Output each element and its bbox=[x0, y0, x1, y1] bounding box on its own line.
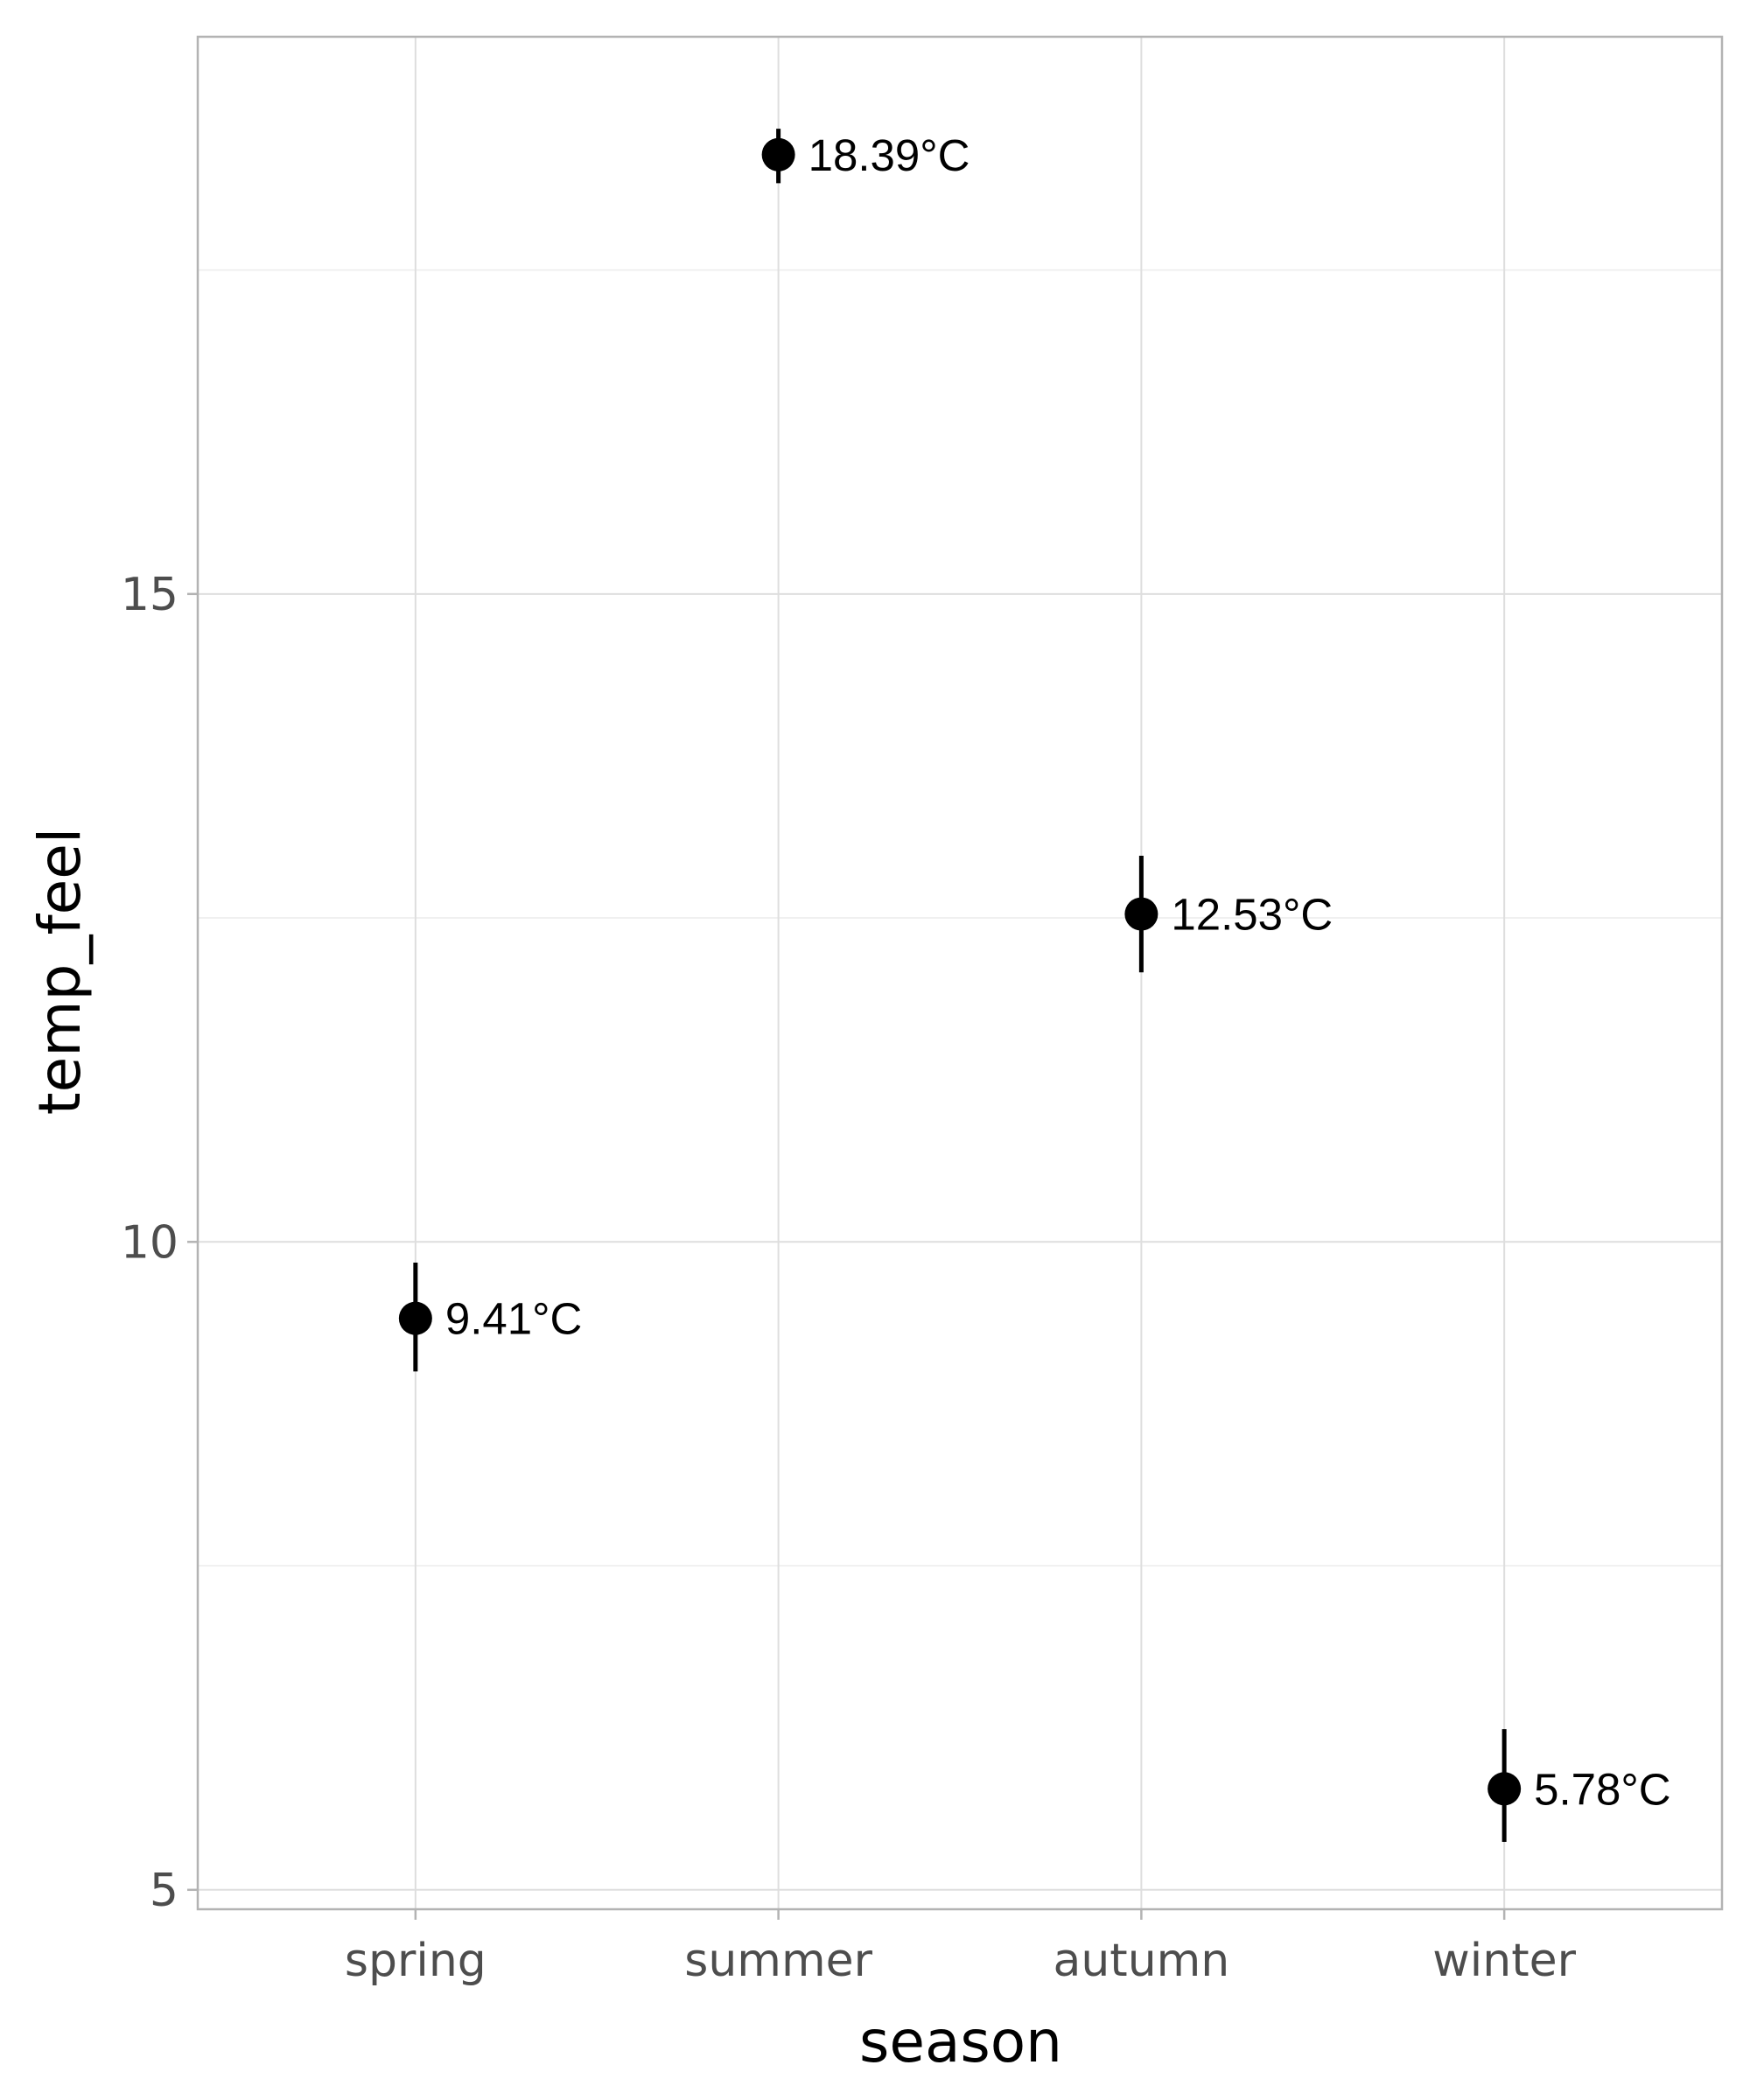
panel-border bbox=[196, 35, 1724, 1911]
data-point bbox=[1488, 1772, 1522, 1806]
y-tick-label: 10 bbox=[121, 1216, 178, 1269]
x-tick-label: winter bbox=[1432, 1935, 1576, 1987]
data-label: 9.41°C bbox=[445, 1294, 583, 1344]
x-tick-label: spring bbox=[345, 1935, 486, 1987]
data-layer: 9.41°C 18.39°C 12.53°C 5.78°C bbox=[398, 129, 1671, 1842]
y-tick-label: 15 bbox=[121, 569, 178, 621]
data-point bbox=[398, 1301, 432, 1335]
data-label: 5.78°C bbox=[1534, 1764, 1671, 1814]
y-axis-title: temp_feel bbox=[26, 828, 94, 1115]
data-point bbox=[1124, 897, 1158, 931]
data-label: 18.39°C bbox=[808, 130, 970, 180]
data-label: 12.53°C bbox=[1171, 890, 1333, 940]
axis-layer: 5 10 15 spring summer autumn winter bbox=[121, 35, 1724, 1987]
x-tick-label: autumn bbox=[1053, 1935, 1229, 1987]
y-tick-label: 5 bbox=[150, 1865, 178, 1917]
data-point bbox=[761, 137, 795, 172]
x-tick-label: summer bbox=[684, 1935, 872, 1987]
x-axis-title: season bbox=[859, 2008, 1062, 2076]
grid-layer bbox=[198, 37, 1722, 1909]
